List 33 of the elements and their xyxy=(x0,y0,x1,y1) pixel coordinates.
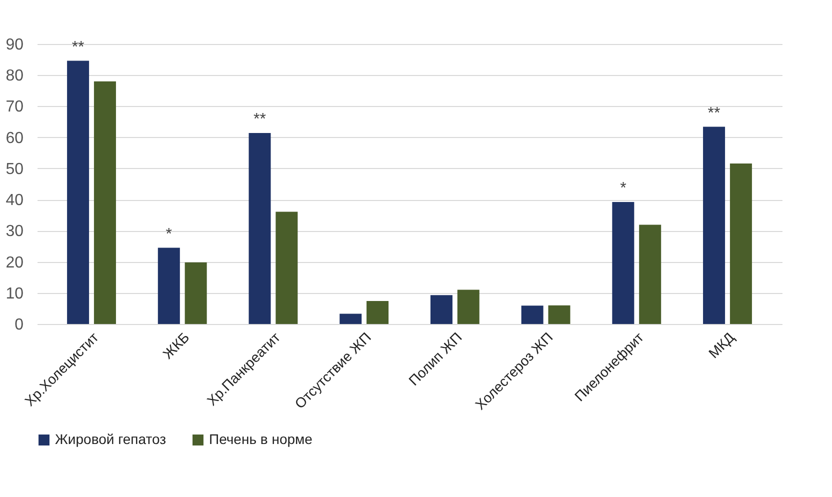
bar xyxy=(184,262,207,324)
bar xyxy=(612,202,634,324)
bar xyxy=(703,126,726,324)
annotation: ** xyxy=(254,110,266,128)
bar xyxy=(430,295,452,324)
bar xyxy=(158,248,180,324)
bar xyxy=(248,132,271,324)
y-tick-label: 90 xyxy=(6,36,24,54)
bar xyxy=(276,212,298,324)
y-tick-label: 70 xyxy=(6,98,24,116)
y-tick-label: 30 xyxy=(6,223,24,240)
annotation: ** xyxy=(708,104,720,122)
y-tick-label: 80 xyxy=(6,68,24,85)
y-tick-label: 0 xyxy=(14,316,24,334)
bar xyxy=(366,300,389,324)
y-tick-label: 10 xyxy=(6,285,24,302)
legend-label: Жировой гепатоз xyxy=(55,431,166,447)
bar xyxy=(340,314,362,324)
bar xyxy=(521,306,544,324)
bar xyxy=(67,60,90,324)
legend-label: Печень в норме xyxy=(209,431,313,447)
y-tick-label: 40 xyxy=(6,192,24,210)
annotation: ** xyxy=(72,38,84,56)
y-tick-label: 60 xyxy=(6,130,24,147)
bar xyxy=(457,290,480,324)
bar xyxy=(639,224,662,324)
bar xyxy=(94,81,116,324)
annotation: * xyxy=(620,180,626,198)
bar xyxy=(548,305,570,324)
bar xyxy=(730,163,752,324)
y-tick-label: 20 xyxy=(6,254,24,272)
y-tick-label: 50 xyxy=(6,160,24,178)
annotation: * xyxy=(166,226,172,243)
